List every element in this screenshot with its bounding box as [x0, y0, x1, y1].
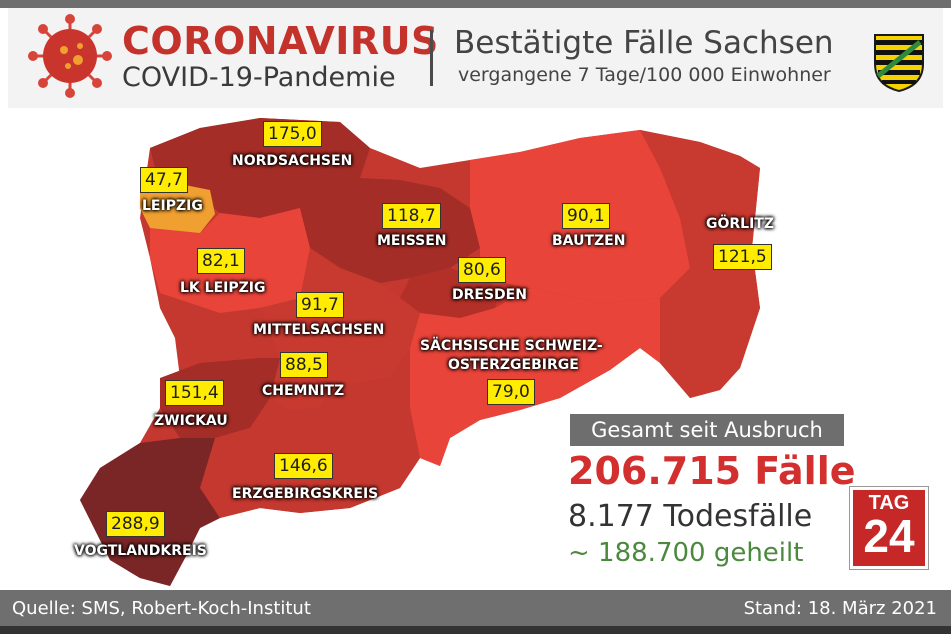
name-bautzen: BAUTZEN — [552, 233, 626, 249]
region-goerlitz — [640, 130, 760, 398]
name-erzgebirgskreis: ERZGEBIRGSKREIS — [232, 486, 379, 502]
value-nordsachsen: 175,0 — [263, 121, 322, 147]
bottom-band — [0, 626, 951, 634]
value-mittelsachsen: 91,7 — [296, 292, 344, 318]
value-meissen: 118,7 — [382, 203, 441, 229]
header-divider — [430, 30, 433, 86]
totals-box-label: Gesamt seit Ausbruch — [570, 414, 844, 446]
region-saechsische-schweiz — [410, 288, 660, 466]
name-meissen: MEISSEN — [377, 233, 447, 249]
header-title: CORONAVIRUS — [122, 19, 439, 63]
saxony-district-map — [80, 118, 760, 586]
name-lk-leipzig: LK LEIPZIG — [180, 280, 266, 296]
value-goerlitz: 121,5 — [713, 244, 772, 270]
name-leipzig: LEIPZIG — [142, 198, 203, 214]
name-chemnitz: CHEMNITZ — [262, 383, 345, 399]
name-osterzgebirge: OSTERZGEBIRGE — [448, 357, 579, 373]
footer-source: Quelle: SMS, Robert-Koch-Institut — [12, 598, 311, 619]
footer: Quelle: SMS, Robert-Koch-Institut Stand:… — [0, 590, 951, 626]
value-chemnitz: 88,5 — [280, 352, 328, 378]
value-saechsische-schweiz: 79,0 — [487, 379, 535, 405]
value-lk-leipzig: 82,1 — [197, 248, 245, 274]
region-erzgebirgskreis — [200, 378, 420, 518]
tag24-logo: TAG 24 — [850, 487, 928, 569]
value-leipzig: 47,7 — [140, 167, 188, 193]
total-deaths: 8.177 Todesfälle — [568, 499, 813, 534]
header — [8, 8, 943, 108]
value-zwickau: 151,4 — [165, 380, 224, 406]
header-right-subtitle: vergangene 7 Tage/100 000 Einwohner — [458, 64, 831, 86]
value-bautzen: 90,1 — [562, 203, 610, 229]
name-zwickau: ZWICKAU — [154, 413, 228, 429]
top-band — [0, 0, 951, 8]
total-cases: 206.715 Fälle — [568, 449, 856, 493]
name-dresden: DRESDEN — [452, 287, 527, 303]
footer-date: Stand: 18. März 2021 — [743, 598, 937, 619]
region-leipzig — [140, 182, 215, 238]
name-mittelsachsen: MITTELSACHSEN — [253, 322, 385, 338]
name-vogtlandkreis: VOGTLANDKREIS — [74, 543, 207, 559]
header-right-title: Bestätigte Fälle Sachsen — [454, 25, 834, 61]
saxony-coat-of-arms-icon — [874, 34, 924, 92]
coronavirus-icon — [28, 14, 112, 98]
name-goerlitz: GÖRLITZ — [706, 216, 775, 232]
value-erzgebirgskreis: 146,6 — [274, 453, 333, 479]
header-subtitle: COVID-19-Pandemie — [122, 62, 396, 93]
tag24-logo-line1: TAG — [868, 492, 910, 514]
name-nordsachsen: NORDSACHSEN — [232, 153, 353, 169]
value-vogtlandkreis: 288,9 — [106, 511, 165, 537]
region-chemnitz — [270, 368, 330, 410]
name-saechsische-schweiz: SÄCHSISCHE SCHWEIZ- — [420, 338, 603, 354]
total-healed: ~ 188.700 geheilt — [568, 538, 804, 568]
value-dresden: 80,6 — [458, 257, 506, 283]
tag24-logo-line2: 24 — [863, 510, 915, 562]
